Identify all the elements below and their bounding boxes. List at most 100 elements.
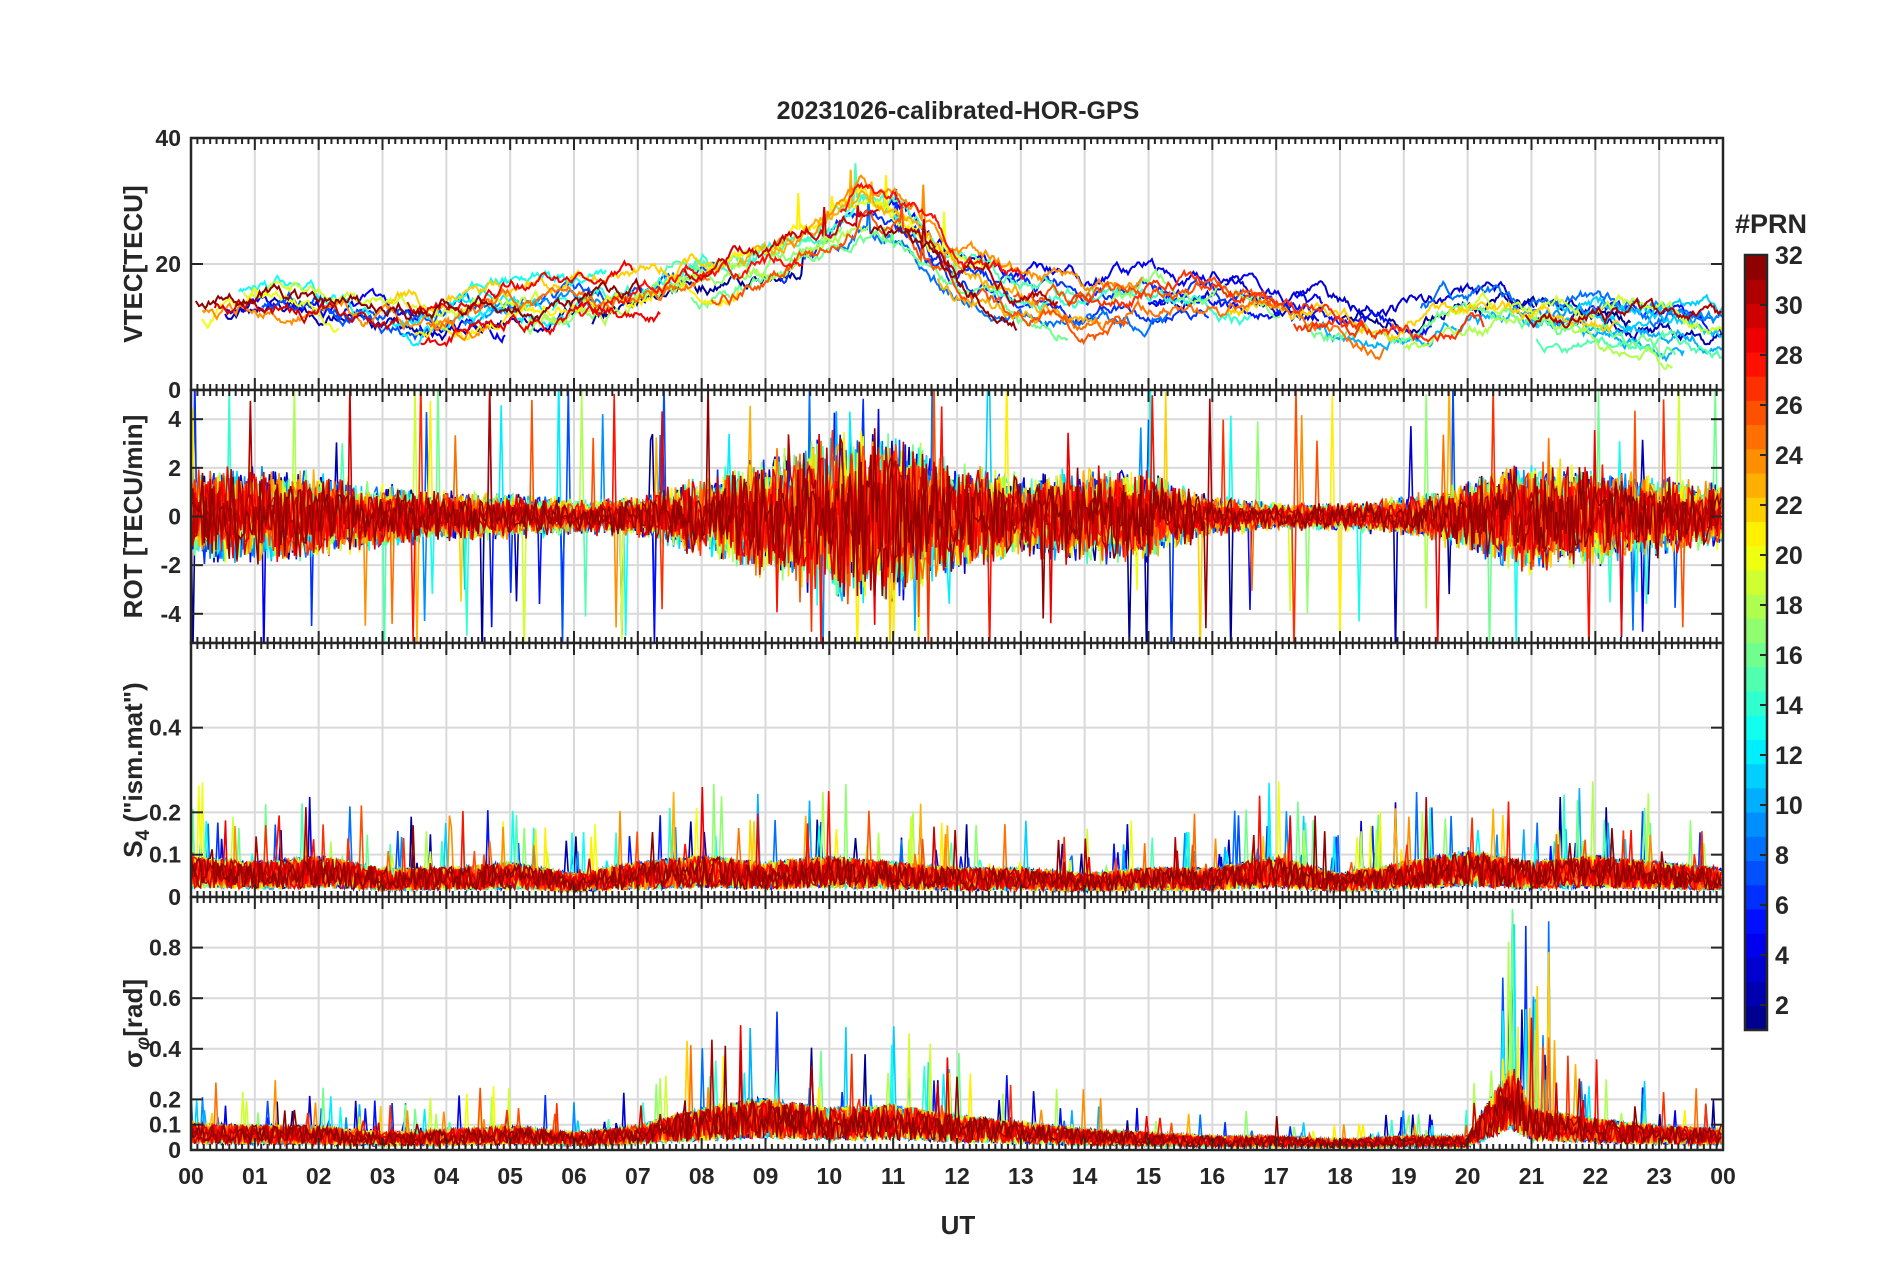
colorbar-segment — [1745, 424, 1767, 450]
y-tick-label: 0 — [168, 377, 181, 403]
x-tick-label: 23 — [1646, 1163, 1672, 1189]
colorbar-tick-label: 28 — [1775, 342, 1803, 370]
colorbar-title: #PRN — [1735, 209, 1807, 239]
y-axis-label-vtec: VTEC[TECU] — [118, 185, 148, 342]
plot-frame — [189, 895, 1725, 1152]
colorbar-segment — [1745, 981, 1767, 1007]
colorbar-segment — [1745, 739, 1767, 765]
x-tick-label: 12 — [944, 1163, 970, 1189]
colorbar-segment — [1745, 448, 1767, 474]
vtec-series-prn-30 — [213, 297, 400, 331]
series-group — [194, 163, 1723, 370]
y-tick-label: 40 — [155, 125, 181, 151]
x-tick-label: 16 — [1200, 1163, 1226, 1189]
vtec-series-prn-27 — [1066, 268, 1365, 339]
colorbar-segment — [1745, 497, 1767, 523]
y-tick-label: 0.4 — [149, 715, 181, 741]
y-tick-label: 20 — [155, 251, 181, 277]
vtec-series-prn-28 — [578, 252, 803, 317]
colorbar-segment — [1745, 303, 1767, 329]
y-tick-label: 0.1 — [149, 842, 181, 868]
colorbar-segment — [1745, 569, 1767, 595]
x-tick-label: 10 — [817, 1163, 843, 1189]
colorbar-segment — [1745, 690, 1767, 716]
colorbar-segment — [1745, 376, 1767, 401]
rot-series-prn-31 — [191, 390, 1722, 597]
x-tick-label: 02 — [306, 1163, 332, 1189]
colorbar-tick-label: 8 — [1775, 842, 1789, 870]
x-tick-label: 06 — [561, 1163, 587, 1189]
vtec-series-prn-12 — [388, 288, 544, 329]
vtec-series-prn-25 — [1060, 296, 1385, 361]
x-tick-labels: 00 01 02 03 04 05 06 07 08 09 10 11 12 13 14 15 16 17 18 19… — [178, 1163, 1736, 1189]
colorbar-segment — [1745, 1005, 1767, 1031]
x-tick-label: 07 — [625, 1163, 651, 1189]
y-axis-label-sigma_phi: σφ[rad] — [118, 979, 154, 1068]
vtec-series-prn-16 — [1304, 301, 1677, 358]
x-tick-label: 05 — [497, 1163, 523, 1189]
x-tick-label: 17 — [1263, 1163, 1289, 1189]
x-tick-label: 14 — [1072, 1163, 1098, 1189]
colorbar-tick-label: 14 — [1775, 692, 1803, 720]
colorbar-segment — [1745, 957, 1767, 983]
vtec-series-prn-27 — [1292, 312, 1485, 343]
colorbar-segment — [1745, 836, 1767, 862]
colorbar-segment — [1745, 255, 1767, 280]
colorbar-segment — [1745, 472, 1767, 498]
chart-title: 20231026-calibrated-HOR-GPS — [777, 97, 1140, 125]
s4-series-prn-32 — [191, 815, 1722, 895]
vtec-series-prn-30 — [683, 205, 879, 283]
colorbar-tick-label: 6 — [1775, 892, 1789, 920]
colorbar-segment — [1745, 618, 1767, 644]
colorbar-tick-label: 32 — [1775, 242, 1803, 270]
colorbar-segment — [1745, 521, 1767, 547]
colorbar-tick-label: 10 — [1775, 792, 1803, 820]
colorbar-tick-label: 4 — [1775, 942, 1789, 970]
colorbar-frame — [1743, 253, 1769, 1032]
colorbar-tick-label: 20 — [1775, 542, 1803, 570]
vtec-series-prn-8 — [1419, 279, 1723, 329]
vtec-series-prn-13 — [453, 268, 607, 303]
panel-sigma_phi: 00.10.2 0.4 0.6 0.8 σφ[rad] — [118, 895, 1725, 1163]
colorbar-segment — [1745, 279, 1767, 305]
vtec-series-prn-29 — [420, 300, 661, 348]
vtec-series-prn-26 — [1013, 276, 1279, 307]
x-tick-label: 08 — [689, 1163, 715, 1189]
vtec-series-prn-15 — [661, 163, 1096, 302]
x-tick-label: 11 — [881, 1163, 906, 1189]
series-group — [191, 390, 1722, 643]
colorbar-tick-label: 24 — [1775, 442, 1803, 470]
vtec-series-prn-20 — [201, 286, 340, 333]
colorbar-segment — [1745, 327, 1767, 353]
colorbar-tick-label: 12 — [1775, 742, 1803, 770]
panel-rot: -4 -2 0 2 4 ROT [TECU/min] — [118, 388, 1725, 645]
vtec-series-prn-26 — [710, 203, 1129, 345]
y-tick-label: 0 — [168, 504, 181, 530]
colorbar-segment — [1745, 545, 1767, 571]
colorbar-segment — [1745, 400, 1767, 426]
y-axis-label-s4: S4 ("ism.mat") — [118, 682, 154, 857]
colorbar-segment — [1745, 642, 1767, 668]
x-tick-label: 00 — [1710, 1163, 1736, 1189]
colorbar-tick-label: 30 — [1775, 292, 1803, 320]
rot-series-prn-32 — [191, 390, 1722, 629]
colorbar-tick-label: 26 — [1775, 392, 1803, 420]
colorbar-tick-label: 22 — [1775, 492, 1803, 520]
vtec-series-prn-32 — [869, 224, 1018, 331]
x-tick-label: 00 — [178, 1163, 204, 1189]
vtec-series-prn-15 — [1535, 328, 1723, 360]
vtec-series-prn-21 — [705, 175, 931, 273]
colorbar-tick-label: 18 — [1775, 592, 1803, 620]
x-tick-label: 21 — [1519, 1163, 1545, 1189]
colorbar-segment — [1745, 594, 1767, 619]
colorbar-tick-label: 16 — [1775, 642, 1803, 670]
colorbar-segment — [1745, 812, 1767, 837]
y-tick-label: 0.4 — [149, 1036, 181, 1062]
vtec-series-prn-23 — [736, 169, 1045, 317]
x-tick-label: 03 — [370, 1163, 396, 1189]
colorbar-segment — [1745, 884, 1767, 910]
y-tick-label: 0.2 — [149, 1086, 181, 1112]
y-tick-label: -4 — [161, 601, 182, 627]
